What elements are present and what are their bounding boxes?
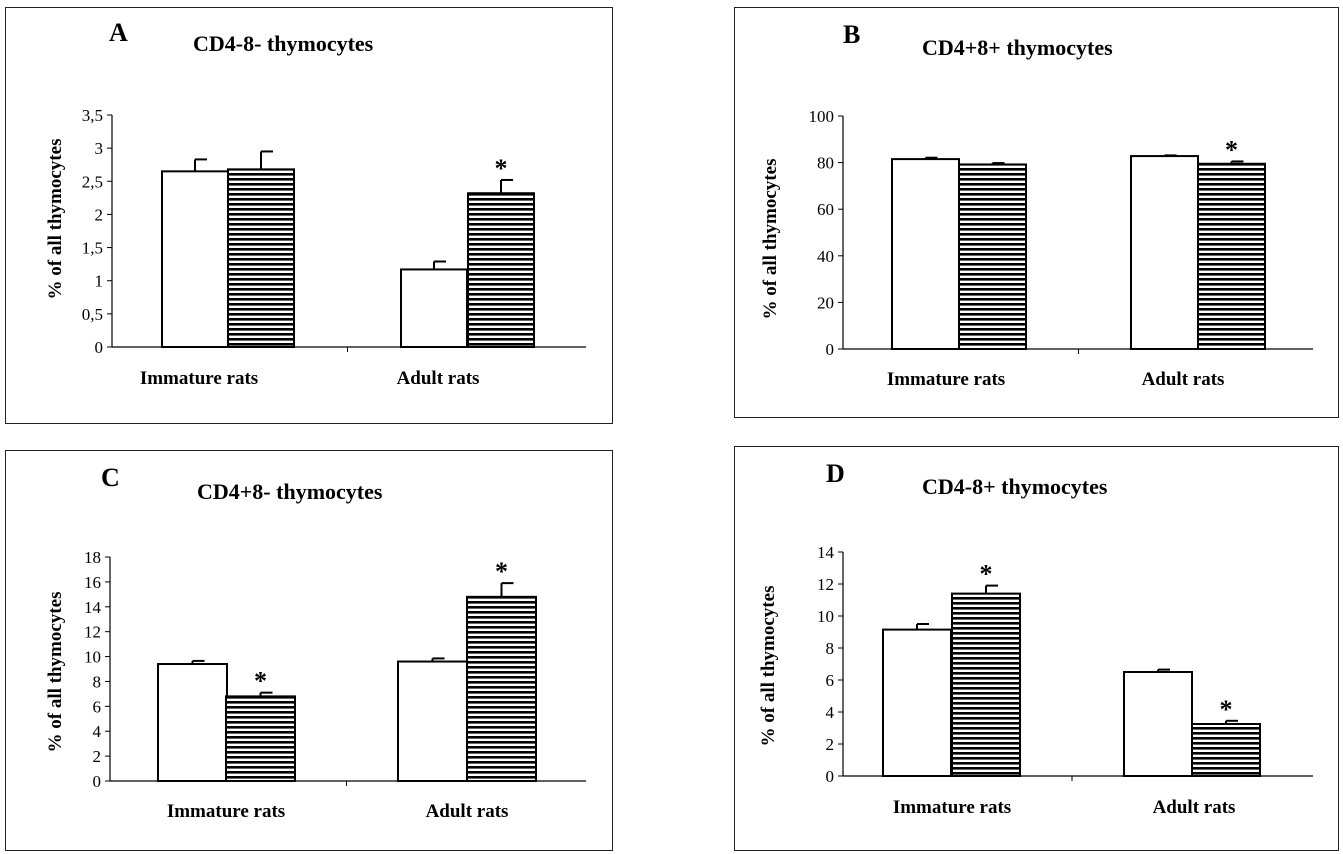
panel-letter: A <box>109 18 128 47</box>
y-tick-label: 16 <box>84 573 101 592</box>
y-tick-label: 10 <box>84 648 101 667</box>
y-tick-label: 0 <box>826 340 835 359</box>
chart-title: CD4-8+ thymocytes <box>922 474 1108 499</box>
y-tick-label: 40 <box>817 247 834 266</box>
panel-letter: D <box>826 459 845 488</box>
y-tick-label: 0 <box>826 767 835 786</box>
chart-title: CD4+8+ thymocytes <box>922 35 1113 60</box>
category-label: Adult rats <box>396 368 480 389</box>
y-tick-label: 14 <box>817 543 835 562</box>
y-tick-label: 2 <box>93 747 102 766</box>
significance-marker: * <box>495 154 508 183</box>
bar <box>157 663 228 782</box>
bar <box>1123 671 1193 777</box>
bar <box>1191 723 1261 777</box>
y-tick-label: 10 <box>817 607 834 626</box>
y-tick-label: 0 <box>93 772 102 791</box>
y-tick-label: 2,5 <box>82 172 103 191</box>
y-tick-label: 1 <box>95 272 104 291</box>
y-tick-label: 4 <box>93 722 102 741</box>
bar <box>1130 155 1199 350</box>
chart-title: CD4+8- thymocytes <box>197 479 383 504</box>
panel-c: C CD4+8- thymocytes % of all thymocytes … <box>5 450 613 851</box>
bar <box>227 168 295 348</box>
bar <box>161 170 229 348</box>
panel-a: A CD4-8- thymocytes % of all thymocytes … <box>5 7 613 424</box>
category-label: Immature rats <box>166 801 286 822</box>
significance-marker: * <box>495 557 508 586</box>
panel-b: B CD4+8+ thymocytes % of all thymocytes … <box>734 7 1339 418</box>
y-tick-label: 6 <box>826 671 835 690</box>
category-label: Immature rats <box>139 368 259 389</box>
bar-chart: 0 0,5 1 1,5 2 2,5 3 3,5 * <box>82 106 586 357</box>
significance-marker: * <box>254 667 267 696</box>
y-tick-label: 8 <box>826 639 835 658</box>
y-tick-label: 0,5 <box>82 305 103 324</box>
significance-marker: * <box>1220 695 1233 724</box>
y-tick-label: 12 <box>84 623 101 642</box>
significance-marker: * <box>1225 135 1238 164</box>
category-label: Adult rats <box>425 801 509 822</box>
y-tick-label: 8 <box>93 672 102 691</box>
y-tick-label: 6 <box>93 697 102 716</box>
bar <box>958 163 1027 350</box>
category-label: Immature rats <box>892 797 1012 818</box>
y-tick-label: 1,5 <box>82 239 103 258</box>
y-tick-label: 2 <box>95 205 104 224</box>
y-tick-label: 3,5 <box>82 106 103 125</box>
bar-chart: 0 2 4 6 8 10 12 14 16 18 * * <box>84 548 586 791</box>
bar <box>400 268 468 348</box>
panel-letter: C <box>101 463 120 492</box>
panel-letter: B <box>843 20 861 49</box>
y-tick-label: 60 <box>817 200 834 219</box>
bar <box>951 592 1021 777</box>
panel-d: D CD4-8+ thymocytes % of all thymocytes … <box>734 446 1339 851</box>
bar <box>467 192 535 348</box>
y-tick-label: 14 <box>84 598 102 617</box>
bar <box>225 695 296 782</box>
category-label: Immature rats <box>886 369 1006 390</box>
bar-chart: 0 20 40 60 80 100 * <box>809 107 1313 359</box>
y-tick-label: 80 <box>817 154 834 173</box>
bar <box>891 158 960 350</box>
y-tick-label: 0 <box>95 338 104 357</box>
y-tick-label: 100 <box>809 107 835 126</box>
bar <box>397 660 468 783</box>
y-tick-label: 3 <box>95 139 104 158</box>
bar <box>466 595 537 782</box>
chart-title: CD4-8- thymocytes <box>193 31 374 56</box>
bar-chart: 0 2 4 6 8 10 12 14 * * <box>817 543 1313 786</box>
bar <box>882 628 952 777</box>
y-tick-label: 4 <box>826 703 835 722</box>
y-tick-label: 2 <box>826 735 835 754</box>
y-tick-label: 18 <box>84 548 101 567</box>
y-tick-label: 20 <box>817 293 834 312</box>
category-label: Adult rats <box>1152 797 1236 818</box>
category-label: Adult rats <box>1141 369 1225 390</box>
y-tick-label: 12 <box>817 575 834 594</box>
bar <box>1197 162 1266 350</box>
significance-marker: * <box>980 560 993 589</box>
